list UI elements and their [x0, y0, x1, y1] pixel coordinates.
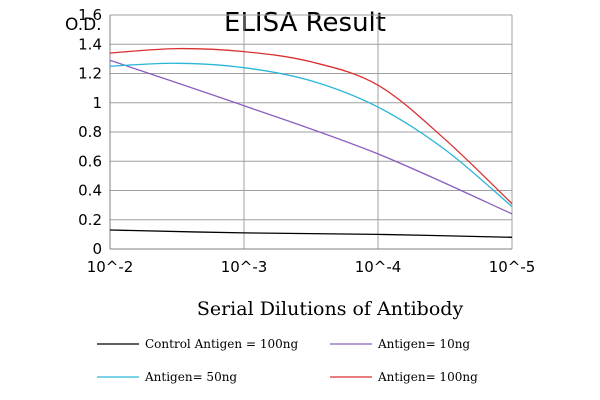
y-tick-label: 0.4 [78, 182, 102, 200]
series-line-1 [109, 229, 513, 238]
x-tick-labels: 10^-2 10^-3 10^-4 10^-5 [87, 258, 536, 276]
y-tick-label: 0.2 [78, 211, 102, 229]
series-lines [109, 47, 513, 238]
series-line-4 [109, 47, 513, 205]
series-line-3 [109, 62, 513, 208]
legend: Control Antigen = 100ng Antigen= 10ng Anti… [97, 337, 478, 384]
y-tick-label: 0.8 [78, 123, 102, 141]
y-tick-label: 1.2 [78, 65, 102, 83]
y-tick-label: 1.4 [78, 35, 102, 53]
x-tick-label: 10^-2 [87, 258, 134, 276]
legend-label-2: Antigen= 10ng [377, 337, 470, 351]
grid-lines [109, 14, 513, 250]
x-tick-label: 10^-5 [489, 258, 536, 276]
y-tick-label: 1.6 [78, 6, 102, 24]
legend-label-1: Control Antigen = 100ng [145, 337, 298, 351]
series-line-2 [109, 59, 513, 215]
legend-label-3: Antigen= 50ng [144, 370, 237, 384]
legend-label-4: Antigen= 100ng [377, 370, 478, 384]
y-tick-label: 0 [92, 240, 102, 258]
x-axis-label: Serial Dilutions of Antibody [197, 298, 464, 320]
y-tick-labels: 0 0.2 0.4 0.6 0.8 1 1.2 1.4 1.6 [78, 6, 102, 258]
y-axis-label: O.D. [65, 15, 102, 35]
x-tick-label: 10^-3 [221, 258, 268, 276]
chart-title: ELISA Result [224, 8, 386, 38]
x-tick-label: 10^-4 [355, 258, 402, 276]
axes [109, 15, 512, 250]
y-tick-label: 0.6 [78, 152, 102, 170]
y-tick-label: 1 [92, 94, 102, 112]
